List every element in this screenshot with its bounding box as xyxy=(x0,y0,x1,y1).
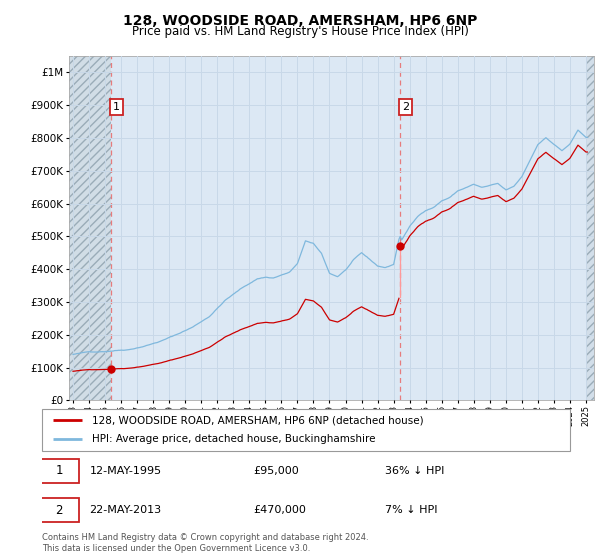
Bar xyxy=(69,56,111,400)
Text: 2: 2 xyxy=(55,504,63,517)
Text: 1: 1 xyxy=(113,102,120,112)
Text: 22-MAY-2013: 22-MAY-2013 xyxy=(89,505,161,515)
Text: £95,000: £95,000 xyxy=(253,466,299,476)
Text: 128, WOODSIDE ROAD, AMERSHAM, HP6 6NP (detached house): 128, WOODSIDE ROAD, AMERSHAM, HP6 6NP (d… xyxy=(92,415,424,425)
Text: Price paid vs. HM Land Registry's House Price Index (HPI): Price paid vs. HM Land Registry's House … xyxy=(131,25,469,38)
FancyBboxPatch shape xyxy=(42,409,570,451)
FancyBboxPatch shape xyxy=(40,498,79,522)
Text: 128, WOODSIDE ROAD, AMERSHAM, HP6 6NP: 128, WOODSIDE ROAD, AMERSHAM, HP6 6NP xyxy=(123,14,477,28)
Text: 2: 2 xyxy=(402,102,409,112)
Text: 7% ↓ HPI: 7% ↓ HPI xyxy=(385,505,438,515)
Text: 12-MAY-1995: 12-MAY-1995 xyxy=(89,466,161,476)
Text: 36% ↓ HPI: 36% ↓ HPI xyxy=(385,466,445,476)
Bar xyxy=(69,56,111,400)
Text: Contains HM Land Registry data © Crown copyright and database right 2024.
This d: Contains HM Land Registry data © Crown c… xyxy=(42,533,368,553)
Text: 1: 1 xyxy=(55,464,63,478)
Bar xyxy=(586,56,594,400)
Bar xyxy=(586,56,594,400)
Text: £470,000: £470,000 xyxy=(253,505,306,515)
Text: HPI: Average price, detached house, Buckinghamshire: HPI: Average price, detached house, Buck… xyxy=(92,435,376,445)
FancyBboxPatch shape xyxy=(40,459,79,483)
